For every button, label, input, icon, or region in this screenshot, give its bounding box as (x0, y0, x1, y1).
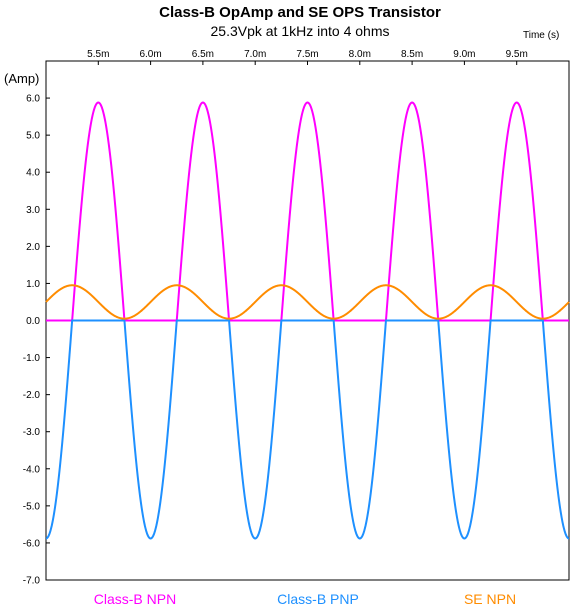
y-tick-group: 6.0 5.0 4.0 3.0 2.0 1.0 0.0 -1.0 -2.0 -3.0 -4.0 -5.… (23, 94, 50, 587)
legend-class-b-npn: Class-B NPN (94, 591, 176, 607)
x-tick-group: 5.5m 6.0m 6.5m 7.0m 7.5m 8.0m 8.5m 9.0m 9.5m (87, 49, 528, 65)
y-tick-label: -1.0 (23, 353, 41, 364)
x-axis-label: Time (s) (523, 30, 559, 41)
x-tick-label: 9.5m (506, 49, 528, 60)
y-tick-label: -2.0 (23, 390, 41, 401)
y-tick-label: 5.0 (26, 131, 40, 142)
series-line-se-npn (45, 284, 570, 320)
x-tick-label: 7.0m (244, 49, 266, 60)
y-tick-label: 0.0 (26, 316, 40, 327)
x-tick-label: 9.0m (453, 49, 475, 60)
series-line-class-b-pnp (45, 319, 570, 540)
series-line-class-b-npn (46, 101, 569, 322)
legend-se-npn: SE NPN (464, 591, 516, 607)
y-tick-label: -6.0 (23, 538, 41, 549)
y-tick-label: -5.0 (23, 501, 41, 512)
y-tick-label: -4.0 (23, 464, 41, 475)
legend-class-b-pnp: Class-B PNP (277, 591, 359, 607)
y-tick-label: -7.0 (23, 576, 41, 587)
y-tick-label: 4.0 (26, 168, 40, 179)
x-tick-label: 8.5m (401, 49, 423, 60)
x-tick-label: 8.0m (349, 49, 371, 60)
y-tick-label: 3.0 (26, 205, 40, 216)
chart-title: Class-B OpAmp and SE OPS Transistor (159, 4, 441, 21)
y-tick-label: -3.0 (23, 427, 41, 438)
y-tick-label: 6.0 (26, 94, 40, 105)
x-tick-label: 5.5m (87, 49, 109, 60)
x-tick-label: 6.0m (139, 49, 161, 60)
y-tick-label: 1.0 (26, 279, 40, 290)
y-tick-label: 2.0 (26, 242, 40, 253)
y-axis-label: (Amp) (4, 71, 39, 86)
x-tick-label: 7.5m (296, 49, 318, 60)
chart-subtitle: 25.3Vpk at 1kHz into 4 ohms (211, 23, 390, 39)
x-tick-label: 6.5m (192, 49, 214, 60)
series-group (45, 101, 570, 540)
